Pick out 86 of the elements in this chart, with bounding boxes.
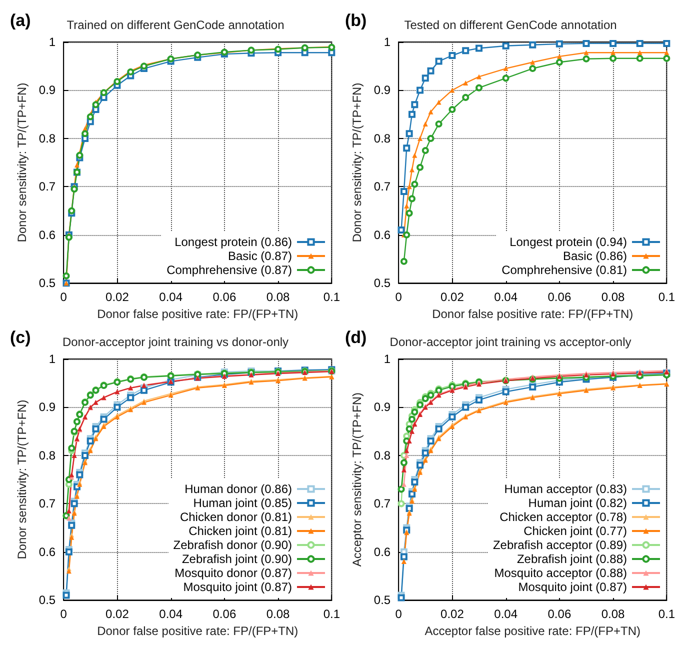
legend-label: Mosquito joint (0.87) [518, 580, 627, 594]
x-axis-title: Donor false positive rate: FP/(FP+TN) [97, 307, 298, 321]
x-tick-label: 0.02 [106, 290, 130, 304]
y-axis-title: Acceptor sensitivity: TP/(TP+FN) [350, 392, 364, 567]
y-tick-label: 0.7 [38, 180, 56, 194]
x-tick-label: 0 [395, 607, 402, 622]
chart-title: Trained on different GenCode annotation [66, 18, 284, 32]
y-tick-label: 0.6 [38, 228, 56, 242]
y-tick-label: 0.7 [374, 180, 391, 194]
legend-label: Basic (0.86) [562, 249, 627, 263]
legend-label: Longest protein (0.94) [510, 235, 627, 249]
y-tick-label: 1 [384, 35, 391, 49]
y-tick-label: 0.7 [374, 496, 391, 511]
x-tick-label: 0.06 [548, 607, 572, 622]
y-tick-label: 0.8 [38, 131, 56, 146]
x-tick-label: 0.04 [494, 607, 518, 622]
x-tick-label: 0 [60, 290, 68, 304]
legend-label: Mosquito joint (0.87) [183, 580, 292, 594]
legend-label: Zebrafish acceptor (0.89) [492, 538, 628, 552]
y-tick-label: 0.5 [374, 276, 391, 290]
legend-label: Comphrehensive (0.81) [502, 263, 627, 277]
text: (c) [10, 328, 31, 347]
legend-label: Chicken joint (0.77) [524, 524, 627, 538]
x-tick-label: 0 [395, 290, 402, 304]
legend-label: Mosquito acceptor (0.88) [494, 566, 627, 580]
x-tick-label: 0.1 [658, 290, 676, 304]
y-tick-label: 0.5 [38, 276, 56, 290]
legend-label: Zebrafish donor (0.90) [173, 538, 292, 552]
text: (d) [345, 328, 367, 347]
y-tick-label: 0.5 [374, 593, 391, 608]
x-tick-label: 0.02 [106, 607, 130, 622]
x-tick-label: 0.06 [212, 607, 236, 622]
y-tick-label: 1 [48, 352, 56, 366]
y-axis-title: Donor sensitivity: TP/(TP+FN) [350, 82, 364, 242]
y-axis-title: Donor sensitivity: TP/(TP+FN) [15, 400, 29, 560]
x-axis-title: Donor false positive rate: FP/(FP+TN) [97, 624, 298, 638]
y-tick-label: 1 [384, 352, 391, 366]
x-tick-label: 0.04 [159, 290, 183, 304]
y-tick-label: 0.7 [38, 496, 56, 511]
x-tick-label: 0.1 [323, 607, 340, 622]
y-tick-label: 0.5 [38, 593, 56, 608]
text: (b) [345, 11, 367, 30]
x-tick-label: 0.02 [440, 290, 464, 304]
x-tick-label: 0.04 [494, 290, 518, 304]
x-tick-label: 0.02 [440, 607, 464, 622]
legend-label: Human donor (0.86) [184, 482, 292, 496]
x-tick-label: 0.1 [323, 290, 340, 304]
x-tick-label: 0.06 [212, 290, 236, 304]
x-tick-label: 0.06 [548, 290, 572, 304]
legend-label: Basic (0.87) [228, 249, 292, 263]
x-tick-label: 0.08 [601, 607, 626, 622]
legend-label: Human joint (0.82) [528, 496, 627, 510]
x-axis-title: Acceptor false positive rate: FP/(FP+TN) [424, 624, 640, 638]
y-tick-label: 0.9 [38, 83, 56, 98]
x-tick-label: 0.1 [658, 607, 676, 622]
y-tick-label: 0.9 [374, 83, 391, 98]
y-tick-label: 0.8 [374, 448, 391, 462]
y-axis-title: Donor sensitivity: TP/(TP+FN) [15, 82, 29, 242]
y-tick-label: 0.8 [38, 448, 56, 462]
x-tick-label: 0.08 [266, 290, 290, 304]
text: (a) [10, 11, 31, 30]
legend-label: Comphrehensive (0.87) [166, 263, 292, 277]
legend-label: Zebrafish joint (0.88) [516, 552, 627, 566]
y-tick-label: 0.6 [38, 544, 56, 559]
legend-label: Human joint (0.85) [193, 496, 292, 510]
legend-label: Chicken acceptor (0.78) [500, 510, 627, 524]
legend-label: Chicken joint (0.81) [188, 524, 292, 538]
legend-label: Human acceptor (0.83) [504, 482, 627, 496]
legend-label: Longest protein (0.86) [174, 235, 292, 249]
chart-title: Tested on different GenCode annotation [404, 18, 617, 32]
y-tick-label: 0.9 [374, 400, 391, 414]
y-tick-label: 0.8 [374, 131, 391, 146]
chart-title: Donor-acceptor joint training vs acceptor-only [390, 335, 632, 349]
x-tick-label: 0 [60, 607, 68, 622]
x-tick-label: 0.08 [601, 290, 626, 304]
x-tick-label: 0.08 [266, 607, 290, 622]
y-tick-label: 0.6 [374, 544, 391, 559]
legend-label: Mosquito donor (0.87) [174, 566, 292, 580]
legend-label: Zebrafish joint (0.90) [182, 552, 292, 566]
y-tick-label: 0.6 [374, 228, 391, 242]
chart-title: Donor-acceptor joint training vs donor-only [62, 335, 289, 349]
legend-label: Chicken donor (0.81) [180, 510, 292, 524]
y-tick-label: 0.9 [38, 400, 56, 414]
y-tick-label: 1 [48, 35, 56, 49]
x-axis-title: Donor false positive rate: FP/(FP+TN) [432, 307, 634, 321]
x-tick-label: 0.04 [159, 607, 183, 622]
